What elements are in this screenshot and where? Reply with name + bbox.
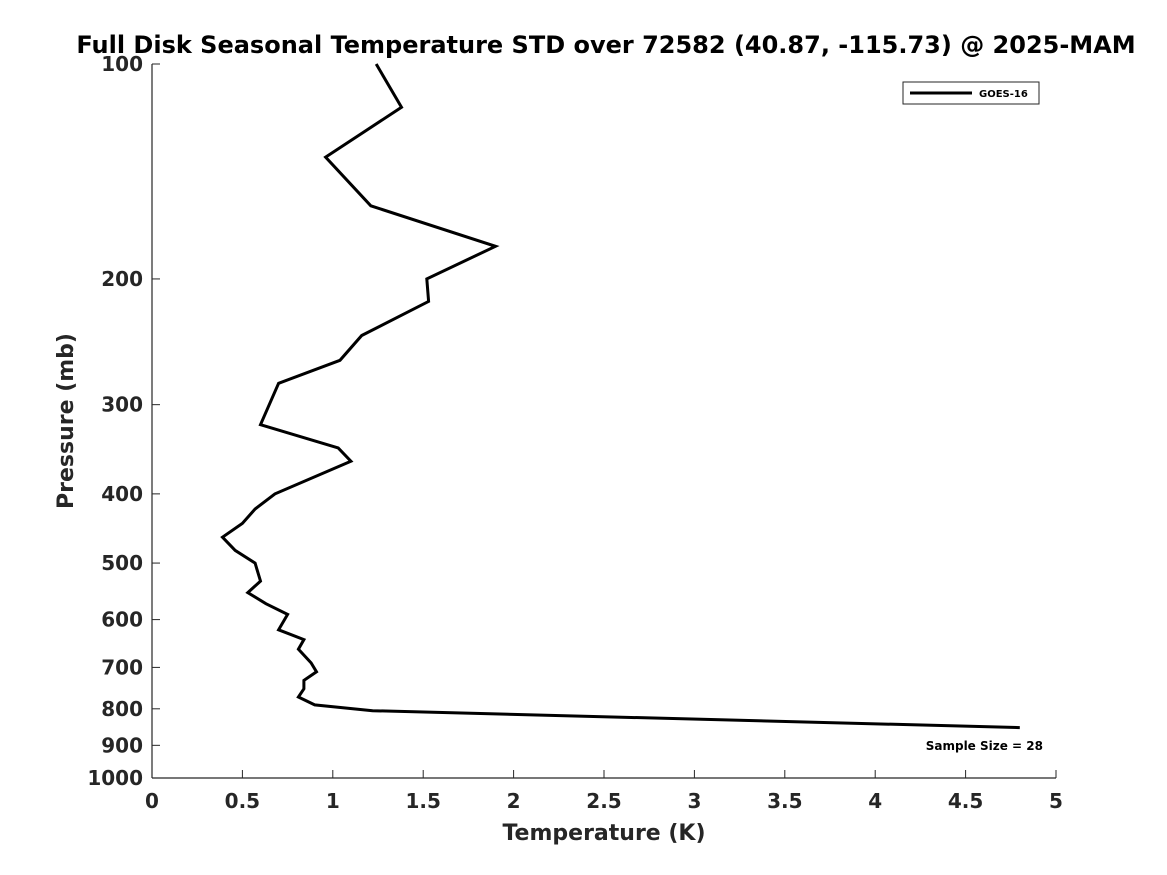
legend: GOES-16	[902, 81, 1040, 105]
legend-entry-goes-16: GOES-16	[979, 89, 1028, 100]
y-tick-label: 900	[101, 733, 143, 757]
series-line-goes-16	[220, 63, 1020, 730]
x-tick-label: 4	[868, 789, 882, 813]
x-tick-label: 2.5	[586, 789, 621, 813]
plot-area	[152, 64, 1056, 778]
y-tick-label: 800	[101, 697, 143, 721]
y-tick-label: 1000	[87, 766, 143, 790]
y-tick-label: 700	[101, 655, 143, 679]
y-axis-ticks: 100 200 300 400 500 600 700 800 900 1000	[87, 52, 160, 790]
x-axis-label: Temperature (K)	[502, 821, 705, 846]
x-tick-label: 0	[145, 789, 159, 813]
y-tick-label: 300	[101, 393, 143, 417]
y-tick-label: 600	[101, 608, 143, 632]
x-tick-label: 0.5	[225, 789, 260, 813]
x-tick-label: 2	[507, 789, 521, 813]
x-tick-label: 3	[687, 789, 701, 813]
y-tick-label: 200	[101, 267, 143, 291]
series-group	[220, 63, 1020, 730]
y-tick-label: 100	[101, 52, 143, 76]
x-tick-label: 1.5	[405, 789, 440, 813]
x-tick-label: 1	[326, 789, 340, 813]
x-tick-label: 4.5	[948, 789, 983, 813]
y-axis-label: Pressure (mb)	[54, 333, 79, 509]
chart-title: Full Disk Seasonal Temperature STD over …	[76, 31, 1135, 59]
x-tick-label: 3.5	[767, 789, 802, 813]
y-tick-label: 400	[101, 482, 143, 506]
x-tick-label: 5	[1049, 789, 1063, 813]
sample-size-annotation: Sample Size = 28	[926, 739, 1043, 753]
x-axis-ticks: 0 0.5 1 1.5 2 2.5 3 3.5 4 4.5 5	[145, 770, 1063, 813]
y-tick-label: 500	[101, 551, 143, 575]
